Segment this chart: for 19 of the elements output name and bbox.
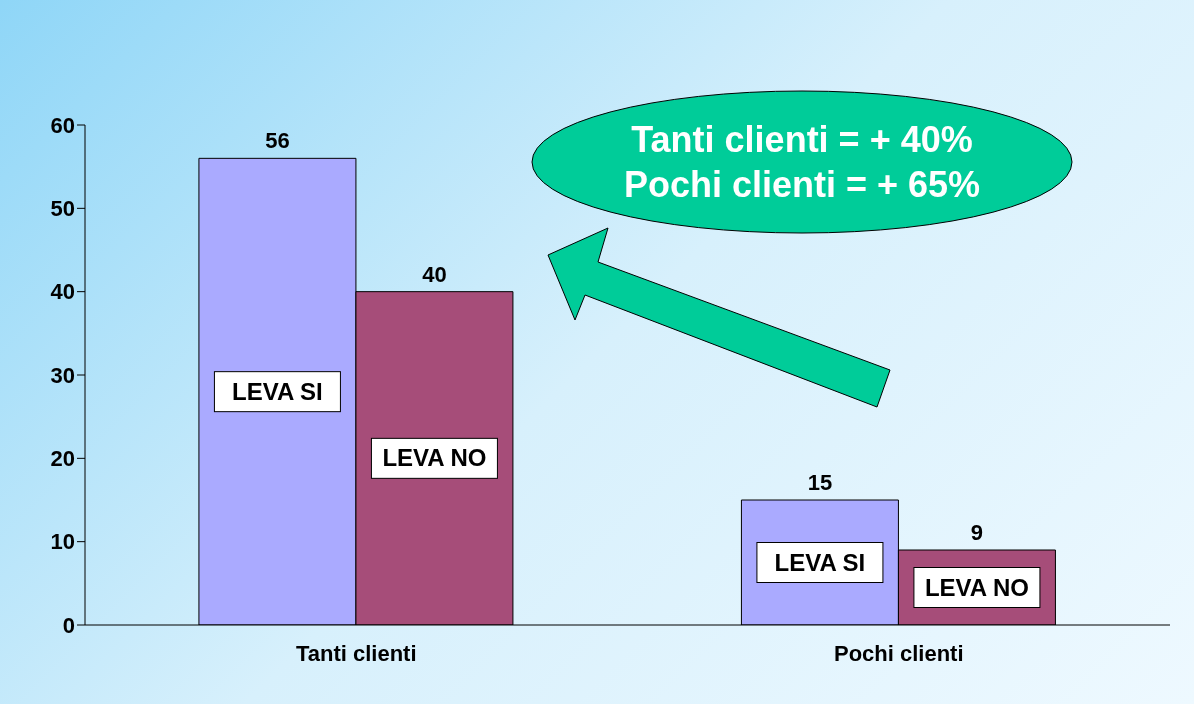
y-tick-label: 10 — [50, 529, 75, 555]
text: LEVA SI — [774, 548, 866, 576]
annotation: Tanti clienti = + 40% — [631, 119, 973, 160]
series-label: LEVA NO — [924, 573, 1029, 601]
y-tick-label: 50 — [50, 196, 75, 222]
data-label: 15 — [807, 470, 833, 495]
y-tick-label: 40 — [50, 279, 75, 305]
data-label: 9 — [970, 520, 984, 545]
data-label: 56 — [265, 128, 290, 154]
y-tick-label: 60 — [50, 112, 75, 138]
data-label: 40 — [422, 261, 447, 287]
annotation: Pochi clienti = + 65% — [623, 164, 981, 205]
x-tick-label: Pochi clienti — [833, 640, 964, 666]
series-label: LEVA SI — [232, 377, 323, 405]
y-tick-label: 0 — [62, 612, 75, 638]
y-tick-label: 30 — [50, 362, 75, 388]
x-tick-label: Tanti clienti — [295, 640, 417, 666]
y-tick-label: 20 — [50, 446, 75, 472]
text: LEVA NO — [382, 444, 487, 472]
